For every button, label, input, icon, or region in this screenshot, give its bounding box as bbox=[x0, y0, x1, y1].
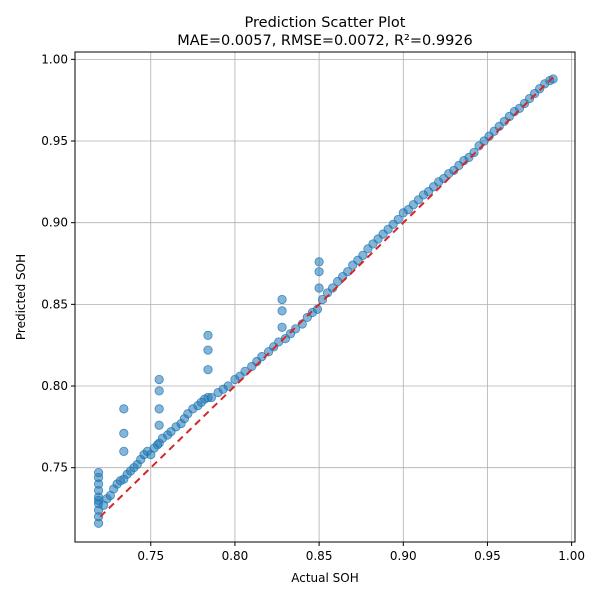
scatter-point bbox=[154, 386, 164, 396]
scatter-point bbox=[203, 330, 213, 340]
plot-frame bbox=[74, 51, 576, 543]
x-tick-label: 0.75 bbox=[137, 549, 164, 563]
y-tick-label: 0.90 bbox=[41, 216, 68, 230]
scatter-point bbox=[154, 404, 164, 414]
x-tick-label: 0.95 bbox=[474, 549, 501, 563]
scatter-point bbox=[154, 420, 164, 430]
y-tick-label: 1.00 bbox=[41, 52, 68, 66]
scatter-point bbox=[314, 267, 324, 277]
scatter-point bbox=[548, 74, 558, 84]
scatter-point bbox=[93, 467, 104, 478]
scatter-point bbox=[314, 283, 324, 293]
y-tick-label: 0.80 bbox=[41, 379, 68, 393]
y-tick-label: 0.75 bbox=[41, 461, 68, 475]
reference-line bbox=[99, 74, 556, 518]
scatter-point bbox=[358, 250, 368, 260]
grid-lines bbox=[75, 52, 575, 542]
scatter-point bbox=[119, 428, 129, 438]
scatter-point bbox=[203, 365, 213, 375]
scatter-point bbox=[277, 306, 287, 316]
scatter-points bbox=[93, 74, 558, 528]
scatter-point bbox=[317, 294, 328, 305]
scatter-point bbox=[277, 322, 287, 332]
x-tick-label: 0.80 bbox=[222, 549, 249, 563]
scatter-point bbox=[290, 324, 301, 334]
x-axis-label: Actual SOH bbox=[291, 571, 359, 585]
scatter-point bbox=[469, 147, 479, 158]
ideal-fit-line bbox=[99, 74, 556, 518]
x-tick-label: 0.90 bbox=[390, 549, 417, 563]
chart-subtitle: MAE=0.0057, RMSE=0.0072, R²=0.9926 bbox=[177, 33, 473, 49]
y-axis-label: Predicted SOH bbox=[14, 254, 28, 340]
y-tick-label: 0.85 bbox=[41, 297, 68, 311]
scatter-point bbox=[203, 345, 213, 355]
scatter-point bbox=[206, 392, 216, 403]
scatter-point bbox=[223, 381, 233, 391]
axis-ticks: 0.75 0.80 0.85 0.90 0.95 1.00 0.75 0.80 0.85 0.90… bbox=[41, 52, 585, 563]
scatter-point bbox=[393, 214, 403, 225]
x-tick-label: 1.00 bbox=[558, 549, 585, 563]
scatter-point bbox=[119, 404, 129, 414]
chart-title: Prediction Scatter Plot bbox=[245, 15, 406, 31]
x-tick-label: 0.85 bbox=[306, 549, 333, 563]
scatter-point bbox=[154, 374, 164, 385]
y-tick-label: 0.95 bbox=[41, 134, 68, 148]
scatter-point bbox=[119, 446, 129, 456]
scatter-point bbox=[277, 294, 287, 305]
scatter-point bbox=[314, 257, 324, 267]
